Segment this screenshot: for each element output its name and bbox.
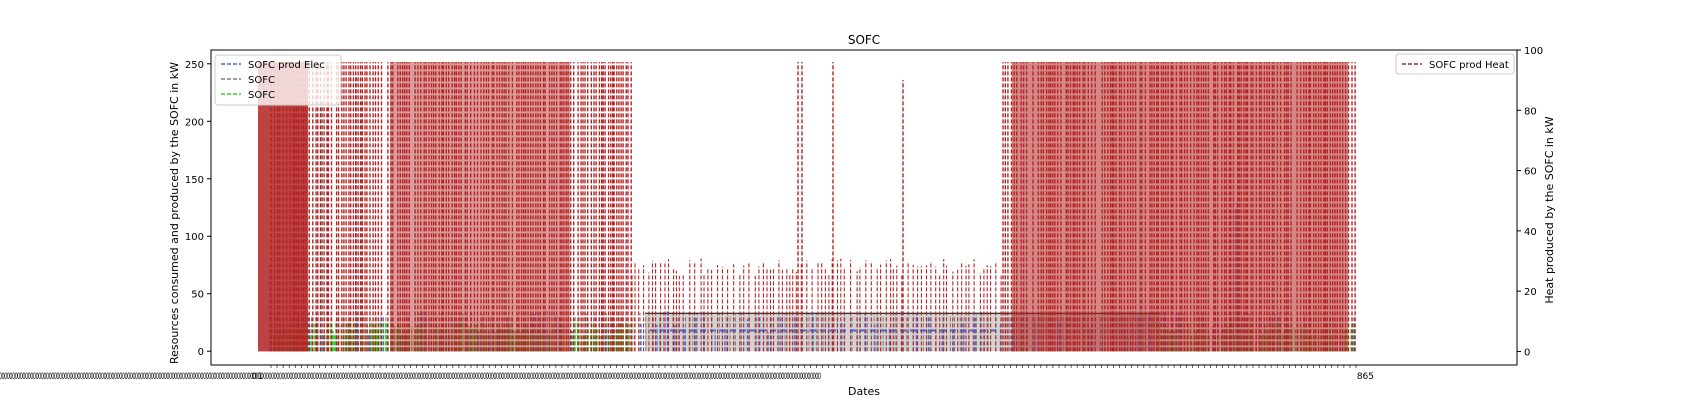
series-heat-block <box>1012 62 1348 352</box>
legend-left-box <box>214 54 342 106</box>
x-axis-tick-labels-dense: 0000000000000000000000000000000000000000… <box>0 372 821 382</box>
legend-label-elec: SOFC prod Elec <box>248 60 325 71</box>
series-heat-block <box>258 62 308 352</box>
left-axis-tick-label: 0 <box>198 347 204 358</box>
left-axis-tick-label: 100 <box>185 232 204 243</box>
x-axis: 0000000000000000000000000000000000000000… <box>0 365 1374 382</box>
right-axis-tick-label: 100 <box>1524 46 1543 57</box>
right-axis-tick-label: 80 <box>1524 106 1537 117</box>
y-axis-label-left: Resources consumed and produced by the S… <box>168 62 181 364</box>
right-axis-tick-label: 20 <box>1524 287 1537 298</box>
series-heat-middle <box>631 258 1002 352</box>
legend-label-gray: SOFC <box>248 75 275 86</box>
right-axis-tick-label: 60 <box>1524 167 1537 178</box>
y-axis-label-right: Heat produced by the SOFC in kW <box>1543 116 1556 303</box>
x-axis-tick-label-last: 865 <box>1357 372 1374 382</box>
series-heat-block <box>390 62 570 352</box>
legend-label-heat: SOFC prod Heat <box>1429 60 1509 71</box>
x-axis-label: Dates <box>848 385 880 398</box>
right-axis: 0 20 40 60 80 100 <box>1517 46 1543 358</box>
left-axis-tick-label: 200 <box>185 117 204 128</box>
legend-left: SOFC prod Elec SOFC SOFC <box>214 54 342 106</box>
right-axis-tick-label: 0 <box>1524 347 1530 358</box>
chart-title: SOFC <box>848 33 880 47</box>
right-axis-tick-label: 40 <box>1524 227 1537 238</box>
x-axis-tick-label-first: 01 <box>252 372 263 382</box>
legend-right: SOFC prod Heat <box>1395 53 1515 75</box>
legend-label-green: SOFC <box>248 90 275 101</box>
plot-area <box>258 62 1356 352</box>
legend-right-box <box>1395 53 1515 75</box>
series-red-lines <box>258 62 1356 352</box>
left-axis-tick-label: 150 <box>185 175 204 186</box>
left-axis: 0 50 100 150 200 250 <box>185 60 211 358</box>
left-axis-tick-label: 250 <box>185 60 204 71</box>
plot-frame <box>210 49 1518 366</box>
left-axis-tick-label: 50 <box>191 290 204 301</box>
